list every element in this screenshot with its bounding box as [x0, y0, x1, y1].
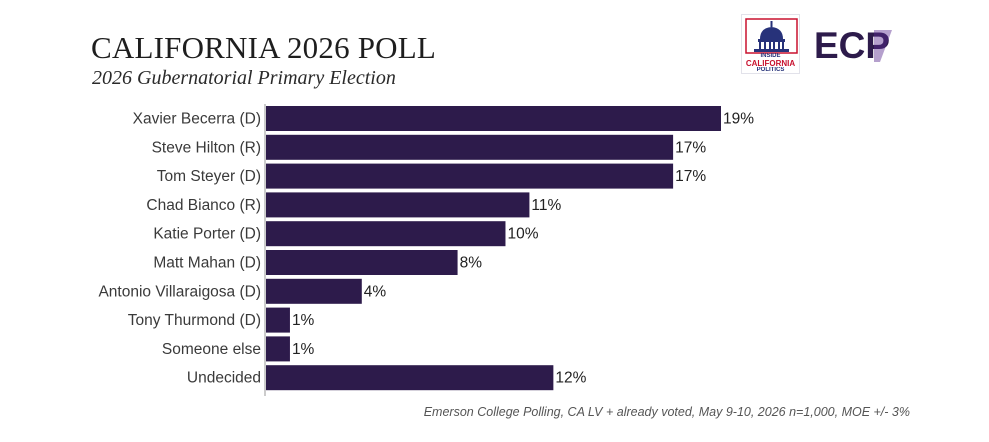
category-label: Katie Porter (D)	[153, 226, 261, 243]
category-label: Tom Steyer (D)	[157, 168, 261, 185]
bar	[266, 106, 721, 131]
inside-california-politics-logo: INSIDE CALIFORNIA POLITICS	[741, 14, 800, 74]
source-note: Emerson College Polling, CA LV + already…	[423, 405, 910, 419]
bar	[266, 192, 530, 218]
bars-group: Xavier Becerra (D) 19% Steve Hilton (R) 17%…	[98, 106, 754, 391]
bar	[266, 278, 362, 304]
value-label: 17%	[675, 168, 706, 185]
category-label: Matt Mahan (D)	[153, 255, 261, 272]
value-label: 19%	[723, 111, 754, 128]
value-label: 4%	[364, 283, 387, 300]
category-label: Chad Bianco (R)	[146, 197, 261, 214]
ecp-logo-accent-icon	[874, 30, 892, 62]
bar	[266, 221, 506, 247]
category-label: Someone else	[162, 341, 261, 358]
category-label: Tony Thurmond (D)	[128, 312, 261, 329]
value-label: 11%	[531, 197, 561, 214]
ecp-logo-text: ECP	[814, 25, 890, 66]
bar	[266, 134, 674, 160]
chart-subtitle: 2026 Gubernatorial Primary Election	[92, 67, 396, 89]
category-label: Undecided	[187, 370, 261, 387]
capitol-dome-icon	[745, 18, 798, 54]
bar	[266, 163, 674, 189]
category-label: Steve Hilton (R)	[152, 139, 261, 156]
bar	[266, 365, 554, 391]
bar	[266, 250, 458, 275]
chart-title: CALIFORNIA 2026 POLL	[91, 30, 437, 65]
value-label: 1%	[292, 341, 315, 358]
value-label: 10%	[507, 226, 538, 243]
value-label: 8%	[460, 255, 483, 272]
bar	[266, 336, 290, 362]
category-label: Xavier Becerra (D)	[133, 111, 261, 128]
value-label: 12%	[555, 370, 586, 387]
ica-logo-line2: CALIFORNIA	[745, 59, 796, 68]
ica-logo-line1: INSIDE	[760, 53, 781, 59]
value-label: 17%	[675, 139, 706, 156]
bar	[266, 307, 290, 333]
ecp-logo: ECP	[814, 25, 892, 66]
ica-logo-line3: POLITICS	[756, 67, 785, 73]
value-label: 1%	[292, 312, 315, 329]
category-label: Antonio Villaraigosa (D)	[98, 283, 261, 300]
